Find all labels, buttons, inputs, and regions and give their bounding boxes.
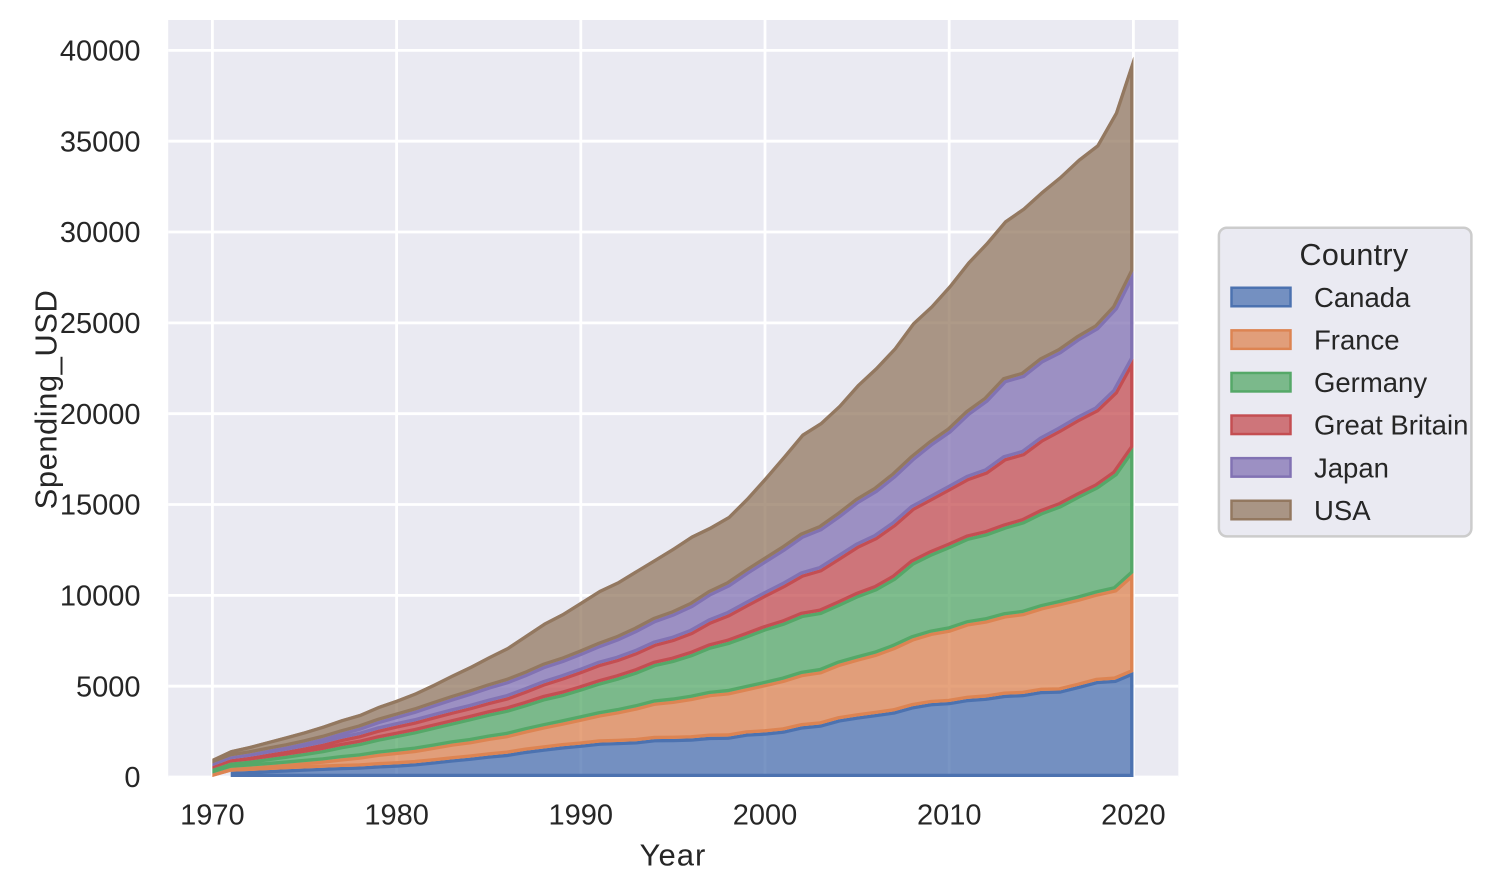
svg-text:Great Britain: Great Britain — [1314, 410, 1468, 441]
svg-text:30000: 30000 — [60, 217, 141, 249]
svg-text:Country: Country — [1300, 238, 1409, 272]
svg-text:Spending_USD: Spending_USD — [29, 290, 64, 510]
svg-text:15000: 15000 — [60, 490, 141, 522]
svg-text:Germany: Germany — [1314, 367, 1427, 398]
svg-text:40000: 40000 — [60, 36, 141, 68]
svg-text:2010: 2010 — [917, 800, 982, 832]
svg-text:2020: 2020 — [1101, 800, 1166, 832]
svg-text:1980: 1980 — [364, 800, 429, 832]
svg-text:2000: 2000 — [733, 800, 798, 832]
svg-text:0: 0 — [124, 762, 140, 794]
svg-text:Canada: Canada — [1314, 282, 1411, 313]
svg-text:1990: 1990 — [549, 800, 614, 832]
svg-text:France: France — [1314, 325, 1400, 356]
svg-text:1970: 1970 — [180, 800, 245, 832]
svg-text:Japan: Japan — [1314, 452, 1389, 483]
svg-text:10000: 10000 — [60, 581, 141, 613]
svg-text:35000: 35000 — [60, 126, 141, 158]
svg-text:25000: 25000 — [60, 308, 141, 340]
svg-text:Year: Year — [640, 838, 707, 873]
svg-text:USA: USA — [1314, 495, 1371, 526]
svg-text:20000: 20000 — [60, 399, 141, 431]
svg-text:5000: 5000 — [76, 671, 141, 703]
